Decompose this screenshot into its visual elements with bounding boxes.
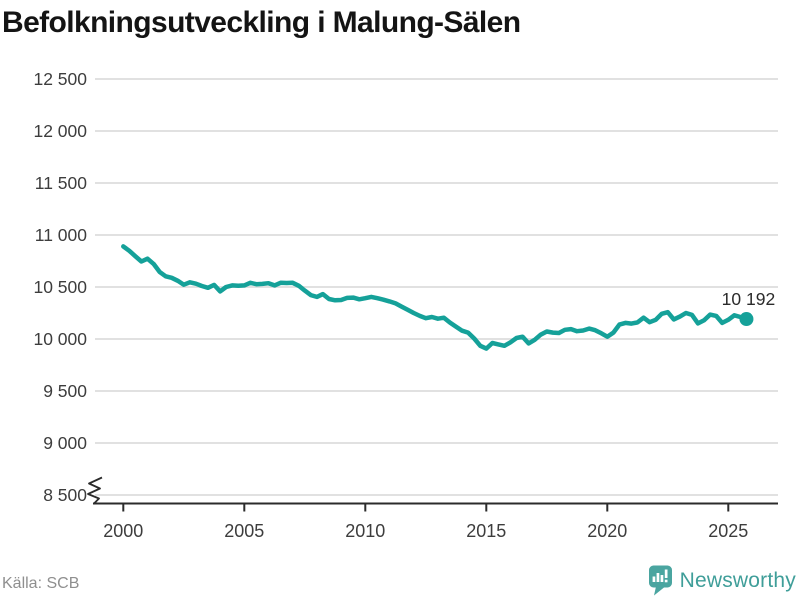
logo-exclamation-dot bbox=[664, 579, 668, 583]
x-tick-label: 2025 bbox=[708, 521, 748, 541]
x-tick-label: 2005 bbox=[224, 521, 264, 541]
end-value-label: 10 192 bbox=[722, 289, 776, 309]
logo-pin-shape bbox=[648, 565, 672, 596]
y-tick-label: 11 500 bbox=[35, 173, 87, 193]
y-tick-label: 10 500 bbox=[33, 277, 87, 297]
brand-name: Newsworthy bbox=[679, 568, 796, 592]
logo-bar-1 bbox=[652, 576, 655, 582]
source-label: Källa: SCB bbox=[2, 575, 80, 592]
x-tick-label: 2020 bbox=[587, 521, 627, 541]
end-point-dot bbox=[739, 312, 754, 327]
logo-bar-3 bbox=[660, 575, 663, 582]
y-tick-label: 12 000 bbox=[33, 121, 87, 141]
y-tick-label: 8 500 bbox=[43, 485, 87, 505]
axis-break-icon bbox=[87, 476, 103, 505]
chart-title: Befolkningsutveckling i Malung-Sälen bbox=[2, 6, 521, 39]
data-line bbox=[121, 244, 749, 351]
y-tick-label: 12 500 bbox=[33, 69, 87, 89]
logo-exclamation-bar bbox=[664, 569, 668, 578]
population-line-chart: 12 500 12 000 11 500 11 000 10 500 10 000 9 50… bbox=[33, 69, 778, 541]
footer: Källa: SCB Newsworthy bbox=[0, 556, 800, 600]
x-tick-label: 2000 bbox=[103, 521, 143, 541]
x-tick-label: 2015 bbox=[466, 521, 506, 541]
brand-lockup[interactable]: Newsworthy bbox=[648, 565, 796, 596]
y-tick-label: 9 000 bbox=[43, 433, 87, 453]
y-tick-label: 11 000 bbox=[35, 225, 87, 245]
logo-bar-2 bbox=[656, 573, 659, 582]
x-tick-label: 2010 bbox=[345, 521, 385, 541]
newsworthy-logo-icon bbox=[648, 565, 672, 596]
y-tick-label: 9 500 bbox=[43, 381, 87, 401]
y-tick-label: 10 000 bbox=[33, 329, 87, 349]
